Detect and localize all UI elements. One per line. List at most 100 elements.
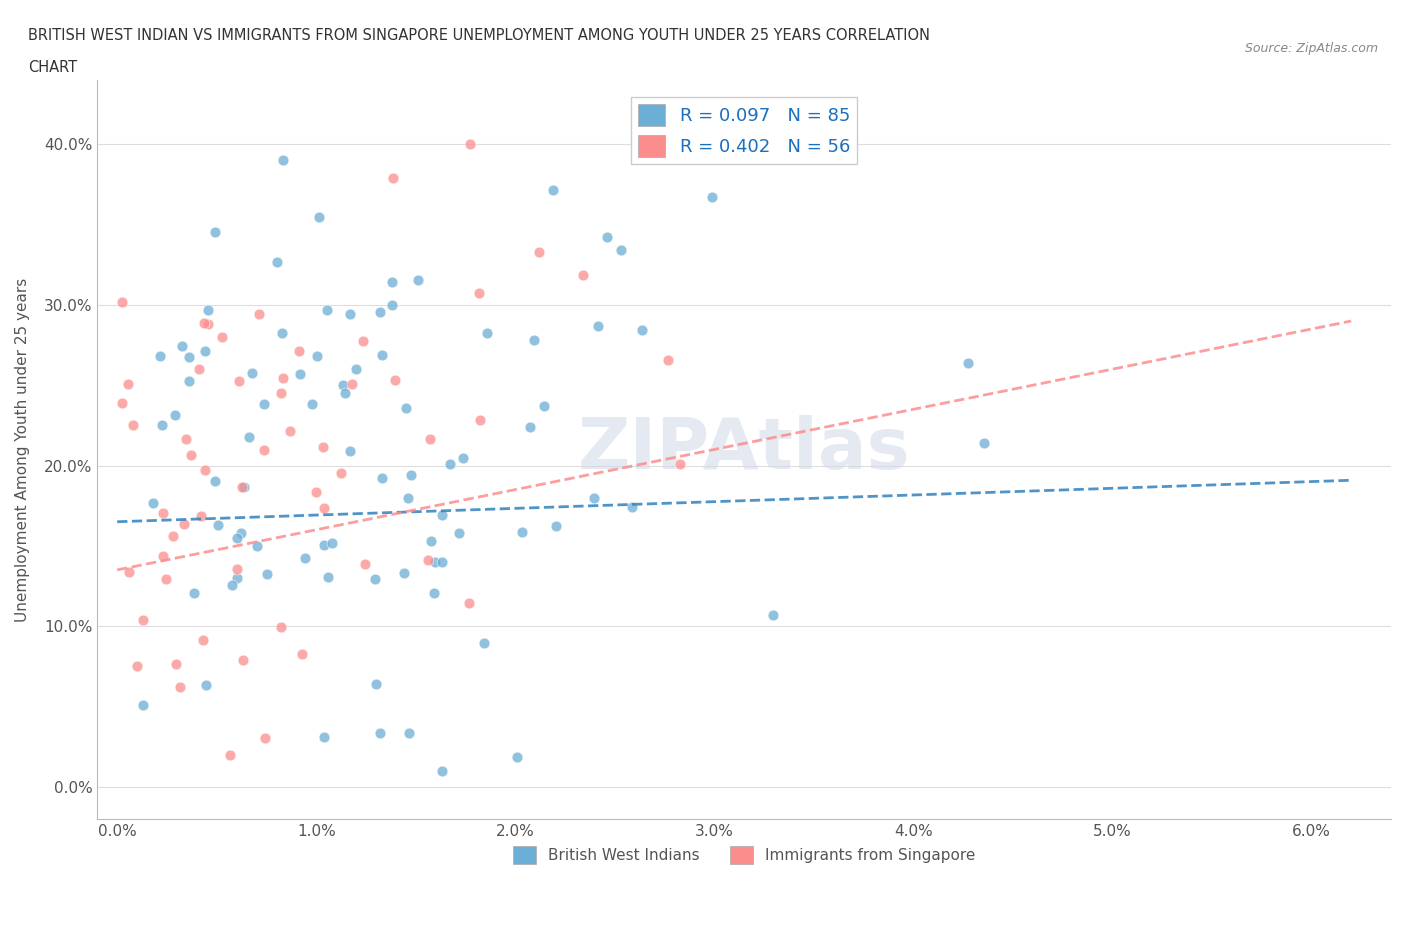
Point <box>142 496 165 511</box>
Point <box>253 443 276 458</box>
Point <box>291 647 314 662</box>
Point <box>270 385 292 400</box>
Point <box>321 536 343 551</box>
Point <box>193 632 215 647</box>
Text: CHART: CHART <box>28 60 77 75</box>
Point <box>430 764 453 778</box>
Point <box>266 254 288 269</box>
Point <box>232 480 254 495</box>
Point <box>447 525 470 540</box>
Point <box>149 349 172 364</box>
Point <box>228 374 250 389</box>
Point <box>162 528 184 543</box>
Point <box>368 725 391 740</box>
Point <box>219 747 242 762</box>
Point <box>522 332 544 347</box>
Point <box>700 190 723 205</box>
Point <box>430 554 453 569</box>
Point <box>332 378 354 392</box>
Point <box>418 552 440 567</box>
Point <box>152 549 174 564</box>
Point <box>364 677 387 692</box>
Point <box>117 377 139 392</box>
Point <box>544 519 567 534</box>
Point <box>330 465 353 480</box>
Point <box>190 509 212 524</box>
Point <box>271 326 294 340</box>
Point <box>430 508 453 523</box>
Point <box>163 407 186 422</box>
Point <box>512 525 534 539</box>
Point <box>246 538 269 553</box>
Point <box>370 305 392 320</box>
Point <box>458 137 481 152</box>
Point <box>270 619 292 634</box>
Point <box>256 567 278 582</box>
Point <box>238 429 260 444</box>
Point <box>176 432 198 446</box>
Point <box>254 731 277 746</box>
Point <box>308 209 330 224</box>
Point <box>420 534 443 549</box>
Point <box>419 432 441 446</box>
Point <box>340 377 363 392</box>
Point <box>194 344 217 359</box>
Point <box>453 450 475 465</box>
Point <box>169 680 191 695</box>
Point <box>529 246 551 260</box>
Point <box>294 551 316 565</box>
Point <box>339 307 361 322</box>
Point <box>278 424 301 439</box>
Point <box>195 678 218 693</box>
Point <box>472 635 495 650</box>
Text: BRITISH WEST INDIAN VS IMMIGRANTS FROM SINGAPORE UNEMPLOYMENT AMONG YOUTH UNDER : BRITISH WEST INDIAN VS IMMIGRANTS FROM S… <box>28 28 931 43</box>
Point <box>226 531 249 546</box>
Point <box>631 323 654 338</box>
Point <box>973 435 995 450</box>
Point <box>316 302 339 317</box>
Point <box>183 585 205 600</box>
Point <box>762 608 785 623</box>
Point <box>595 229 617 244</box>
Point <box>401 468 423 483</box>
Point <box>150 418 173 432</box>
Legend: British West Indians, Immigrants from Singapore: British West Indians, Immigrants from Si… <box>506 840 981 870</box>
Point <box>669 457 692 472</box>
Point <box>273 153 295 167</box>
Point <box>288 344 311 359</box>
Point <box>458 595 481 610</box>
Point <box>193 315 215 330</box>
Point <box>173 516 195 531</box>
Point <box>439 457 461 472</box>
Point <box>180 448 202 463</box>
Point <box>364 572 387 587</box>
Point <box>118 565 141 579</box>
Point <box>305 485 328 499</box>
Point <box>305 349 328 364</box>
Point <box>333 385 356 400</box>
Point <box>172 339 194 353</box>
Point <box>207 518 229 533</box>
Point <box>344 362 367 377</box>
Point <box>314 500 336 515</box>
Point <box>131 698 153 712</box>
Point <box>253 396 276 411</box>
Point <box>240 365 263 380</box>
Point <box>371 348 394 363</box>
Point <box>152 506 174 521</box>
Point <box>111 396 134 411</box>
Point <box>204 473 226 488</box>
Point <box>406 272 429 287</box>
Point <box>204 224 226 239</box>
Point <box>519 420 541 435</box>
Text: ZIPAtlas: ZIPAtlas <box>578 415 911 484</box>
Point <box>384 373 406 388</box>
Point <box>197 303 219 318</box>
Point <box>316 570 339 585</box>
Point <box>111 294 134 309</box>
Point <box>475 326 498 340</box>
Point <box>395 400 418 415</box>
Point <box>179 350 201 365</box>
Point <box>312 538 335 552</box>
Point <box>225 571 247 586</box>
